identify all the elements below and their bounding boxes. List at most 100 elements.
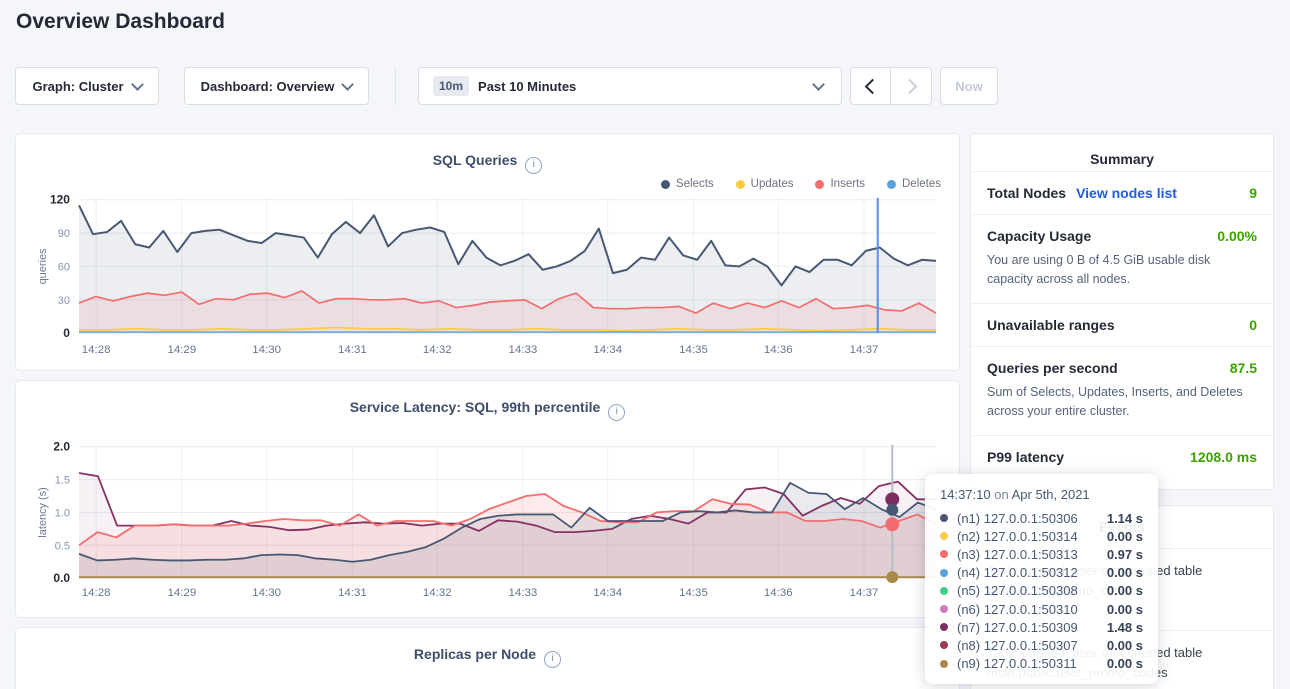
svg-text:14:37: 14:37 — [850, 587, 879, 599]
replicas-per-node-panel: Replicas per Node i — [15, 627, 960, 689]
page-title: Overview Dashboard — [16, 10, 225, 33]
tooltip-node-value: 0.97 s — [1106, 546, 1143, 562]
tooltip-row: (n5) 127.0.0.1:50308 0.00 s — [940, 582, 1143, 600]
svg-text:14:29: 14:29 — [167, 587, 196, 599]
time-forward-button[interactable] — [891, 67, 932, 105]
series-color-dot — [940, 514, 948, 523]
summary-header: Summary — [1090, 151, 1154, 167]
graph-dropdown-label: Graph: Cluster — [32, 78, 124, 94]
time-step-buttons — [850, 67, 932, 105]
tooltip-node-value: 0.00 s — [1106, 601, 1143, 617]
svg-text:2.0: 2.0 — [53, 440, 70, 454]
tooltip-node-value: 0.00 s — [1106, 565, 1143, 581]
series-color-dot — [940, 641, 948, 650]
summary-unavailable-ranges: Unavailable ranges 0 — [971, 302, 1273, 346]
chevron-left-icon — [864, 78, 881, 94]
sql-queries-chart[interactable]: 14:28 14:29 14:30 14:31 14:32 14:33 14:34 14:35… — [16, 134, 959, 370]
svg-text:30: 30 — [58, 295, 70, 307]
total-nodes-label: Total Nodes — [987, 185, 1067, 201]
svg-text:14:32: 14:32 — [423, 587, 452, 599]
capacity-desc: You are using 0 B of 4.5 GiB usable disk… — [987, 253, 1211, 287]
tooltip-row: (n3) 127.0.0.1:50313 0.97 s — [940, 545, 1143, 563]
tooltip-node-value: 0.00 s — [1106, 528, 1143, 544]
tooltip-node-value: 0.00 s — [1106, 656, 1143, 672]
sql-queries-legend: Selects Updates Inserts Deletes — [660, 178, 941, 190]
svg-text:14:35: 14:35 — [679, 587, 708, 599]
summary-panel: Summary Total Nodes View nodes list 9 Ca… — [970, 133, 1274, 490]
service-latency-chart[interactable]: 14:28 14:29 14:30 14:31 14:32 14:33 14:34 14:35… — [16, 381, 959, 617]
svg-text:14:34: 14:34 — [593, 587, 622, 599]
chevron-down-icon — [812, 77, 825, 91]
series-color-dot — [940, 532, 948, 541]
svg-text:120: 120 — [50, 193, 70, 207]
dashboard-dropdown[interactable]: Dashboard: Overview — [184, 67, 369, 105]
tooltip-node-label: (n6) 127.0.0.1:50310 — [957, 601, 1078, 617]
info-icon[interactable]: i — [608, 404, 626, 421]
tooltip-node-label: (n1) 127.0.0.1:50306 — [957, 510, 1078, 526]
service-latency-panel: Service Latency: SQL, 99th percentile i 1… — [15, 380, 960, 618]
service-latency-title: Service Latency: SQL, 99th percentile i — [16, 399, 959, 421]
p99-latency-value: 1208.0 ms — [1190, 448, 1257, 465]
tooltip-rows: (n1) 127.0.0.1:50306 1.14 s (n2) 127.0.0.1… — [940, 509, 1143, 673]
sql-queries-panel: SQL Queries i Selects Updates Inserts Del… — [15, 133, 960, 371]
graph-dropdown[interactable]: Graph: Cluster — [15, 67, 159, 105]
summary-qps: Queries per second 87.5 Sum of Selects, … — [971, 345, 1273, 435]
svg-text:14:30: 14:30 — [252, 344, 281, 356]
summary-total-nodes: Total Nodes View nodes list 9 — [971, 171, 1273, 214]
tooltip-node-label: (n9) 127.0.0.1:50311 — [957, 656, 1077, 672]
legend-dot — [660, 179, 670, 189]
summary-capacity: Capacity Usage 0.00% You are using 0 B o… — [971, 214, 1273, 303]
series-color-dot — [940, 550, 948, 559]
tooltip-node-label: (n3) 127.0.0.1:50313 — [957, 546, 1078, 562]
legend-item-selects[interactable]: Selects — [660, 178, 714, 190]
p99-latency-label: P99 latency — [987, 448, 1065, 465]
view-nodes-list-link[interactable]: View nodes list — [1076, 185, 1177, 201]
tooltip-node-label: (n8) 127.0.0.1:50307 — [957, 637, 1078, 653]
series-color-dot — [940, 659, 948, 668]
svg-text:0: 0 — [63, 326, 70, 340]
svg-text:14:28: 14:28 — [82, 344, 111, 356]
chevron-down-icon — [341, 77, 355, 91]
svg-text:14:31: 14:31 — [338, 344, 367, 356]
svg-text:14:28: 14:28 — [82, 587, 111, 599]
legend-item-updates[interactable]: Updates — [735, 178, 793, 190]
svg-text:14:34: 14:34 — [593, 344, 622, 356]
tooltip-node-value: 1.48 s — [1106, 619, 1143, 635]
now-button[interactable]: Now — [940, 67, 998, 105]
tooltip-row: (n2) 127.0.0.1:50314 0.00 s — [940, 527, 1143, 545]
tooltip-row: (n9) 127.0.0.1:50311 0.00 s — [940, 655, 1143, 673]
info-icon[interactable]: i — [544, 651, 562, 668]
legend-item-deletes[interactable]: Deletes — [887, 178, 941, 190]
series-color-dot — [940, 605, 948, 614]
svg-text:0.5: 0.5 — [55, 540, 70, 552]
tooltip-node-value: 1.14 s — [1106, 510, 1143, 526]
time-range-label: Past 10 Minutes — [478, 78, 577, 94]
tooltip-node-label: (n7) 127.0.0.1:50309 — [957, 619, 1078, 635]
legend-dot — [815, 179, 825, 189]
series-color-dot — [940, 586, 948, 595]
info-icon[interactable]: i — [525, 157, 543, 174]
svg-text:14:30: 14:30 — [252, 587, 281, 599]
tooltip-row: (n1) 127.0.0.1:50306 1.14 s — [940, 509, 1143, 527]
svg-text:1.5: 1.5 — [55, 475, 70, 487]
svg-text:14:29: 14:29 — [167, 344, 196, 356]
legend-item-inserts[interactable]: Inserts — [815, 178, 865, 190]
summary-p99-latency: P99 latency 1208.0 ms — [971, 434, 1273, 478]
time-range-selector[interactable]: 10m Past 10 Minutes — [418, 67, 842, 105]
tooltip-node-value: 0.00 s — [1106, 583, 1143, 599]
time-back-button[interactable] — [850, 67, 891, 105]
unavailable-ranges-value: 0 — [1249, 316, 1257, 333]
svg-text:90: 90 — [58, 228, 70, 240]
tooltip-node-value: 0.00 s — [1106, 637, 1143, 653]
tooltip-row: (n6) 127.0.0.1:50310 0.00 s — [940, 600, 1143, 618]
tooltip-timestamp: 14:37:10 on Apr 5th, 2021 — [940, 487, 1090, 502]
svg-text:14:36: 14:36 — [764, 587, 793, 599]
qps-value: 87.5 — [1229, 359, 1257, 376]
chart-hover-tooltip: 14:37:10 on Apr 5th, 2021 (n1) 127.0.0.1… — [925, 474, 1158, 684]
svg-text:60: 60 — [58, 261, 70, 273]
svg-text:latency (s): latency (s) — [37, 487, 49, 537]
tooltip-node-label: (n2) 127.0.0.1:50314 — [957, 528, 1078, 544]
tooltip-node-label: (n4) 127.0.0.1:50312 — [957, 565, 1078, 581]
svg-text:14:35: 14:35 — [679, 344, 708, 356]
